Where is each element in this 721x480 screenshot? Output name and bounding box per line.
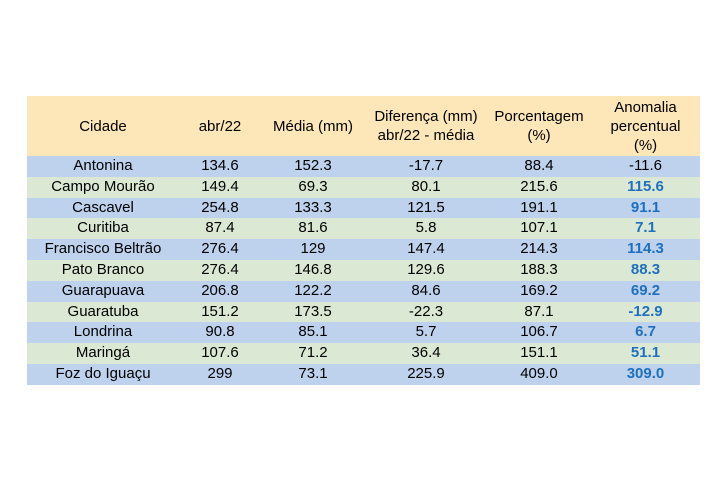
cell-pct: 409.0: [487, 363, 591, 385]
header-anomaly-line1: Anomalia: [614, 98, 677, 116]
cell-month: 206.8: [179, 280, 261, 302]
precipitation-table: Cidade abr/22 Média (mm) Diferença (mm) …: [27, 96, 700, 385]
cell-pct: 169.2: [487, 280, 591, 302]
header-percentage-line2: (%): [527, 127, 551, 144]
cell-mean: 71.2: [261, 343, 365, 364]
header-percentage: Porcentagem (%): [487, 96, 591, 156]
cell-anom: 69.2: [591, 280, 700, 302]
cell-month: 276.4: [179, 239, 261, 260]
cell-mean: 133.3: [261, 197, 365, 219]
header-anomaly: Anomalia percentual (%): [591, 96, 700, 156]
cell-city: Foz do Iguaçu: [27, 363, 179, 385]
cell-anom: 309.0: [591, 363, 700, 385]
cell-mean: 146.8: [261, 259, 365, 281]
cell-pct: 151.1: [487, 343, 591, 364]
cell-anom: 6.7: [591, 322, 700, 344]
cell-city: Campo Mourão: [27, 176, 179, 198]
cell-diff: 225.9: [365, 363, 487, 385]
table-row: Maringá 107.6 71.2 36.4 151.1 51.1: [27, 343, 700, 364]
cell-mean: 69.3: [261, 176, 365, 198]
header-difference: Diferença (mm) abr/22 - média: [365, 96, 487, 156]
cell-pct: 106.7: [487, 322, 591, 344]
cell-diff: 80.1: [365, 176, 487, 198]
cell-pct: 88.4: [487, 156, 591, 177]
header-percentage-line1: Porcentagem: [494, 108, 584, 125]
cell-diff: 147.4: [365, 239, 487, 260]
cell-diff: -22.3: [365, 301, 487, 323]
table-row: Antonina 134.6 152.3 -17.7 88.4 -11.6: [27, 156, 700, 177]
cell-mean: 73.1: [261, 363, 365, 385]
header-month: abr/22: [179, 96, 261, 156]
table-row: Cascavel 254.8 133.3 121.5 191.1 91.1: [27, 197, 700, 219]
cell-anom: 115.6: [591, 176, 700, 198]
cell-anom: -11.6: [591, 156, 700, 177]
cell-mean: 81.6: [261, 218, 365, 240]
header-row: Cidade abr/22 Média (mm) Diferença (mm) …: [27, 96, 700, 156]
cell-month: 299: [179, 363, 261, 385]
header-anomaly-line3: (%): [633, 136, 658, 154]
cell-anom: 114.3: [591, 239, 700, 260]
cell-anom: 91.1: [591, 197, 700, 219]
table-row: Campo Mourão 149.4 69.3 80.1 215.6 115.6: [27, 176, 700, 198]
table-row: Curitiba 87.4 81.6 5.8 107.1 7.1: [27, 218, 700, 240]
cell-pct: 107.1: [487, 218, 591, 240]
cell-month: 107.6: [179, 343, 261, 364]
cell-city: Antonina: [27, 156, 179, 177]
table-row: Londrina 90.8 85.1 5.7 106.7 6.7: [27, 322, 700, 344]
cell-city: Cascavel: [27, 197, 179, 219]
table-row: Guaratuba 151.2 173.5 -22.3 87.1 -12.9: [27, 301, 700, 323]
cell-month: 90.8: [179, 322, 261, 344]
cell-mean: 129: [261, 239, 365, 260]
cell-mean: 152.3: [261, 156, 365, 177]
cell-mean: 122.2: [261, 280, 365, 302]
cell-city: Guaratuba: [27, 301, 179, 323]
cell-diff: 84.6: [365, 280, 487, 302]
cell-anom: 51.1: [591, 343, 700, 364]
cell-city: Curitiba: [27, 218, 179, 240]
cell-pct: 191.1: [487, 197, 591, 219]
cell-city: Francisco Beltrão: [27, 239, 179, 260]
cell-mean: 173.5: [261, 301, 365, 323]
cell-month: 149.4: [179, 176, 261, 198]
cell-diff: 5.8: [365, 218, 487, 240]
cell-month: 276.4: [179, 259, 261, 281]
cell-anom: -12.9: [591, 301, 700, 323]
table-row: Guarapuava 206.8 122.2 84.6 169.2 69.2: [27, 280, 700, 302]
cell-month: 151.2: [179, 301, 261, 323]
cell-pct: 214.3: [487, 239, 591, 260]
table-row: Foz do Iguaçu 299 73.1 225.9 409.0 309.0: [27, 363, 700, 385]
cell-month: 254.8: [179, 197, 261, 219]
cell-pct: 188.3: [487, 259, 591, 281]
cell-city: Pato Branco: [27, 259, 179, 281]
cell-anom: 7.1: [591, 218, 700, 240]
cell-month: 134.6: [179, 156, 261, 177]
cell-mean: 85.1: [261, 322, 365, 344]
cell-pct: 215.6: [487, 176, 591, 198]
cell-diff: 121.5: [365, 197, 487, 219]
table-row: Pato Branco 276.4 146.8 129.6 188.3 88.3: [27, 259, 700, 281]
cell-diff: 36.4: [365, 343, 487, 364]
header-difference-line2: abr/22 - média: [377, 127, 475, 144]
cell-diff: 5.7: [365, 322, 487, 344]
cell-diff: 129.6: [365, 259, 487, 281]
header-difference-line1: Diferença (mm): [374, 108, 478, 125]
header-mean: Média (mm): [261, 96, 365, 156]
cell-city: Maringá: [27, 343, 179, 364]
table-body: Antonina 134.6 152.3 -17.7 88.4 -11.6 Campo Mo…: [27, 156, 700, 385]
header-city: Cidade: [27, 96, 179, 156]
cell-anom: 88.3: [591, 259, 700, 281]
table-row: Francisco Beltrão 276.4 129 147.4 214.3 114.3: [27, 239, 700, 260]
cell-pct: 87.1: [487, 301, 591, 323]
header-anomaly-line2: percentual: [610, 117, 681, 135]
cell-month: 87.4: [179, 218, 261, 240]
cell-diff: -17.7: [365, 156, 487, 177]
cell-city: Guarapuava: [27, 280, 179, 302]
cell-city: Londrina: [27, 322, 179, 344]
